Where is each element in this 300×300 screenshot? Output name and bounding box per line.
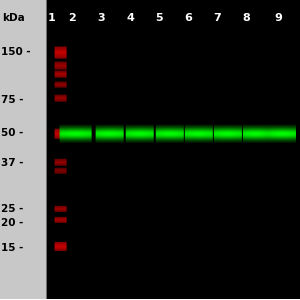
Text: 3: 3 (97, 13, 105, 23)
Text: 4: 4 (126, 13, 134, 23)
Text: kDa: kDa (2, 13, 25, 23)
Text: 37 -: 37 - (1, 158, 23, 168)
Text: 2: 2 (68, 13, 76, 23)
Text: 9: 9 (274, 13, 282, 23)
Text: 1: 1 (48, 13, 56, 23)
Text: 150 -: 150 - (1, 47, 31, 57)
Text: 50 -: 50 - (1, 128, 23, 138)
Text: 75 -: 75 - (1, 95, 23, 105)
Text: 25 -: 25 - (1, 204, 23, 214)
Text: 8: 8 (242, 13, 250, 23)
Text: 5: 5 (155, 13, 163, 23)
Text: 6: 6 (184, 13, 192, 23)
Text: 15 -: 15 - (1, 243, 23, 253)
Text: 20 -: 20 - (1, 218, 23, 228)
Text: 7: 7 (213, 13, 221, 23)
